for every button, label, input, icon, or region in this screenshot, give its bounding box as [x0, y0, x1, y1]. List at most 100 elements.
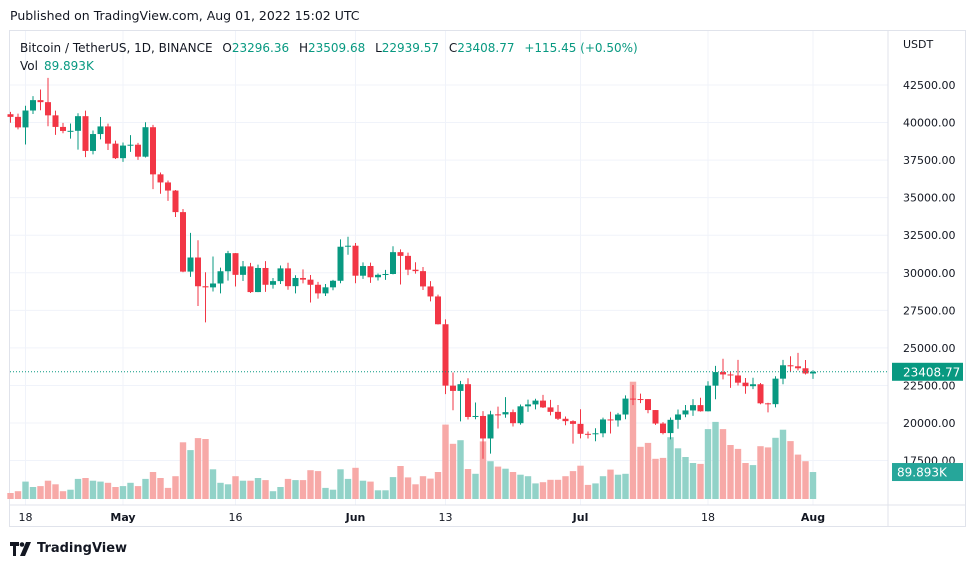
candle-body — [772, 378, 779, 405]
candle-body — [255, 267, 261, 293]
candle-body — [532, 400, 539, 405]
candle-body — [15, 116, 21, 128]
volume-bar — [97, 481, 104, 499]
volume-bar — [217, 482, 224, 499]
candle-body — [52, 115, 59, 127]
volume-bar — [224, 484, 232, 499]
candle-body — [157, 174, 164, 183]
volume-bar — [247, 480, 254, 499]
volume-bar — [329, 489, 337, 499]
candle-body — [637, 399, 644, 401]
volume-bar — [337, 469, 344, 499]
volume-bar — [404, 477, 412, 499]
volume-bar — [299, 480, 307, 499]
volume-bar — [524, 476, 532, 499]
candle-body — [547, 407, 554, 412]
candle-body — [502, 412, 509, 415]
volume-bar — [209, 469, 217, 499]
volume-bar — [434, 472, 442, 499]
volume-bar — [787, 441, 794, 499]
currency-label: USDT — [903, 38, 934, 51]
candle-body — [562, 418, 569, 422]
volume-bar — [397, 466, 404, 499]
candle-body — [165, 182, 171, 191]
time-tick-label: Aug — [801, 511, 825, 524]
candle-body — [765, 403, 771, 405]
candle-body — [757, 384, 764, 404]
symbol-name[interactable]: Bitcoin / TetherUS, 1D, BINANCE — [20, 41, 213, 55]
volume-bar — [577, 465, 584, 499]
volume-bar — [89, 480, 97, 499]
candle-body — [210, 283, 216, 288]
volume-bar — [592, 483, 599, 499]
candle-body — [277, 268, 284, 282]
volume-bar — [464, 469, 472, 499]
volume-bar — [772, 437, 779, 499]
candle-body — [742, 382, 749, 387]
volume-bar — [682, 457, 689, 499]
volume-bar — [629, 381, 637, 499]
candle-body — [97, 126, 104, 135]
volume-bar — [194, 438, 202, 499]
candle-body — [247, 266, 254, 293]
volume-bar — [359, 480, 367, 499]
candle-body — [645, 399, 651, 411]
candle-body — [352, 245, 359, 276]
tradingview-logo[interactable]: TradingView — [10, 541, 127, 556]
volume-bar — [59, 491, 67, 499]
candle-body — [517, 406, 524, 424]
last-volume-badge — [892, 463, 963, 482]
candle-body — [735, 375, 741, 383]
open-label: O — [222, 41, 232, 55]
volume-bar — [697, 463, 704, 499]
volume-bar — [74, 478, 82, 499]
candle-body — [300, 277, 306, 280]
candle-body — [750, 384, 756, 387]
price-tick-label: 42500.00 — [903, 79, 956, 92]
candle-body — [315, 284, 321, 294]
volume-bar — [719, 429, 727, 499]
volume-bar — [539, 482, 547, 499]
volume-bar — [67, 489, 74, 499]
candle-body — [472, 415, 479, 417]
volume-bar — [104, 482, 112, 499]
time-tick-label: May — [110, 511, 135, 524]
candle-body — [45, 102, 51, 116]
volume-bar — [239, 480, 247, 499]
candle-body — [307, 279, 314, 285]
candle-body — [172, 190, 179, 213]
volume-bar — [517, 474, 524, 499]
candle-body — [397, 252, 404, 256]
time-tick-label: Jun — [345, 511, 366, 524]
candle-body — [780, 365, 786, 379]
tradingview-brand: TradingView — [37, 541, 128, 556]
high-value: 23509.68 — [307, 41, 366, 55]
change-value: +115.45 (+0.50%) — [524, 41, 638, 55]
candle-body — [495, 414, 501, 416]
candle-body — [322, 287, 329, 294]
volume-bar — [14, 491, 22, 499]
close-value: 23408.77 — [457, 41, 515, 55]
candle-body — [270, 281, 276, 285]
candle-body — [577, 423, 584, 434]
volume-bar — [344, 478, 352, 499]
volume-bar — [262, 480, 269, 499]
candle-body — [727, 374, 734, 376]
candle-body — [367, 265, 374, 278]
last-price-label: 23408.77 — [903, 365, 960, 379]
volume-value: 89.893K — [43, 59, 94, 73]
volume-bar — [382, 490, 389, 499]
candle-body — [465, 384, 471, 417]
price-tick-label: 35000.00 — [903, 192, 956, 205]
candle-body — [450, 385, 456, 391]
candle-body — [120, 145, 126, 159]
volume-bar — [449, 443, 457, 499]
volume-bar — [412, 484, 419, 499]
volume-bar — [269, 491, 277, 499]
volume-bar — [149, 472, 157, 499]
time-tick-label: 18 — [701, 511, 715, 524]
candle-body — [690, 405, 696, 411]
candle-body — [405, 255, 411, 270]
volume-bar — [427, 478, 434, 499]
